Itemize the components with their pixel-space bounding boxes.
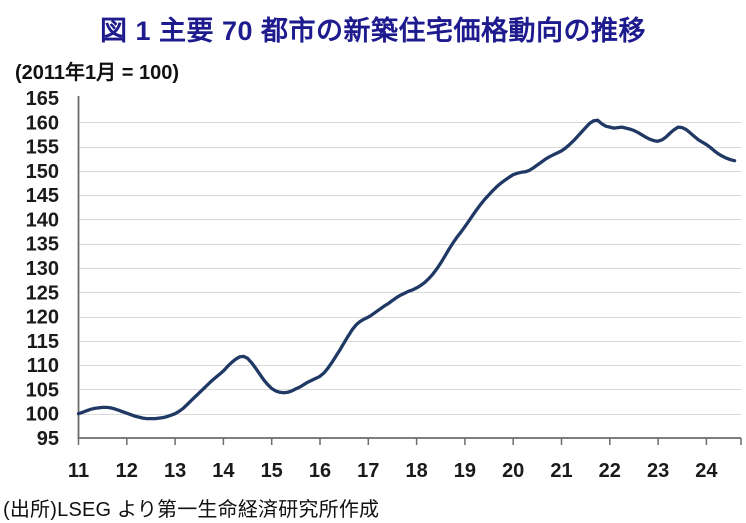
y-tick-label: 100	[26, 404, 59, 426]
y-tick-label: 165	[26, 88, 59, 110]
y-tick-label: 95	[37, 428, 59, 450]
x-tick-label: 16	[309, 460, 331, 482]
y-tick-label: 155	[26, 137, 59, 159]
y-tick-label: 105	[26, 379, 59, 401]
x-tick-label: 15	[261, 460, 283, 482]
x-tick-label: 11	[68, 460, 89, 482]
x-tick-label: 18	[405, 460, 427, 482]
y-tick-label: 130	[26, 258, 59, 280]
y-tick-label: 115	[27, 331, 59, 353]
x-tick-label: 19	[454, 460, 476, 482]
figure-title: 図 1 主要 70 都市の新築住宅価格動向の推移	[99, 16, 647, 46]
x-tick-label: 22	[599, 460, 621, 482]
y-tick-label: 110	[27, 355, 59, 377]
x-tick-label: 20	[502, 460, 524, 482]
y-tick-label: 125	[26, 282, 59, 304]
x-tick-label: 17	[357, 460, 379, 482]
y-tick-label: 140	[26, 209, 59, 231]
source-note: (出所)LSEG より第一生命経済研究所作成	[3, 499, 380, 521]
y-tick-label: 145	[26, 185, 59, 207]
y-tick-label: 160	[26, 112, 59, 134]
index-base-note: (2011年1月 = 100)	[15, 62, 179, 84]
x-tick-label: 24	[695, 460, 718, 482]
x-tick-label: 13	[164, 460, 186, 482]
y-tick-label: 150	[26, 161, 59, 183]
x-tick-label: 12	[116, 460, 138, 482]
x-tick-label: 23	[647, 460, 669, 482]
y-tick-label: 120	[26, 307, 59, 329]
price-index-line	[76, 118, 737, 421]
x-tick-label: 21	[550, 460, 572, 482]
x-tick-label: 14	[212, 460, 235, 482]
y-tick-label: 135	[26, 234, 59, 256]
